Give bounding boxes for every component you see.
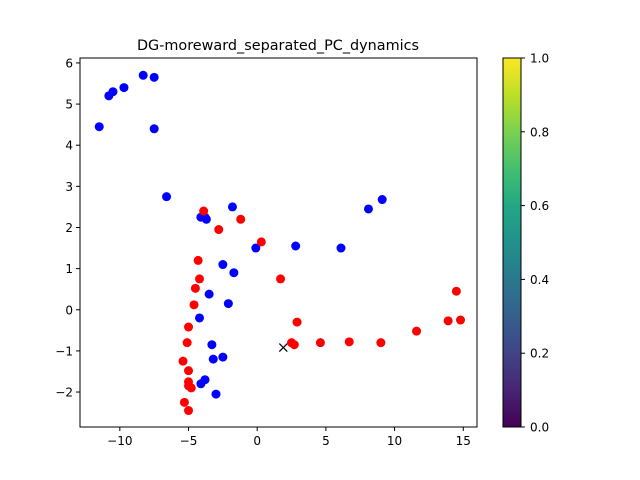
- blue-point: [211, 389, 221, 399]
- colorbar-axis: 0.0 0.2 0.4 0.6 0.8 1.0: [521, 52, 549, 435]
- x-axis: −10 −5 0 5 10 15: [107, 427, 471, 448]
- red-point: [276, 274, 286, 284]
- chart-title: DG-moreward_separated_PC_dynamics: [137, 38, 419, 54]
- red-point: [178, 356, 188, 366]
- red-point: [184, 366, 194, 376]
- blue-point: [229, 268, 239, 278]
- red-point: [451, 286, 461, 296]
- red-point: [236, 214, 246, 224]
- red-point: [179, 397, 189, 407]
- blue-point: [223, 299, 233, 309]
- y-tick-label: 6: [65, 56, 73, 70]
- colorbar-gradient: [502, 57, 522, 428]
- blue-point: [138, 70, 148, 80]
- blue-point: [336, 243, 346, 253]
- red-point: [443, 316, 453, 326]
- scatter-points: [94, 70, 466, 416]
- red-point: [376, 338, 386, 348]
- red-point: [184, 322, 194, 332]
- red-point: [214, 225, 224, 235]
- x-tick-label: 10: [387, 434, 402, 448]
- colorbar-tick-label: 0.0: [530, 421, 549, 435]
- blue-point: [204, 289, 214, 299]
- blue-point: [162, 192, 172, 202]
- blue-point: [208, 354, 218, 364]
- blue-point: [218, 352, 228, 362]
- red-point: [292, 317, 302, 327]
- red-point: [195, 274, 205, 284]
- colorbar: 0.0 0.2 0.4 0.6 0.8 1.0: [502, 52, 549, 435]
- red-point: [289, 340, 299, 350]
- blue-point: [207, 340, 217, 350]
- red-point: [182, 338, 192, 348]
- x-tick-label: 0: [253, 434, 261, 448]
- x-tick-label: 5: [322, 434, 330, 448]
- y-axis: −2 −1 0 1 2 3 4 5 6: [55, 56, 80, 400]
- y-tick-label: 0: [65, 303, 73, 317]
- x-marker-point: [278, 343, 288, 353]
- red-point: [412, 326, 422, 336]
- y-tick-label: 1: [65, 262, 73, 276]
- y-tick-label: 5: [65, 98, 73, 112]
- y-tick-label: 2: [65, 221, 73, 235]
- y-tick-label: −2: [55, 386, 73, 400]
- blue-point: [377, 195, 387, 205]
- blue-point: [149, 124, 159, 134]
- y-tick-label: 3: [65, 180, 73, 194]
- colorbar-tick-label: 0.2: [530, 347, 549, 361]
- red-point: [186, 383, 196, 393]
- blue-point: [196, 379, 206, 389]
- red-point: [184, 406, 194, 416]
- blue-point: [108, 87, 118, 97]
- red-point: [199, 206, 209, 216]
- x-tick-label: −5: [180, 434, 198, 448]
- red-point: [189, 300, 199, 310]
- blue-point: [227, 202, 237, 212]
- y-tick-label: −1: [55, 344, 73, 358]
- blue-point: [218, 260, 228, 270]
- colorbar-tick-label: 0.6: [530, 199, 549, 213]
- blue-point: [251, 243, 261, 253]
- red-point: [456, 315, 466, 325]
- colorbar-tick-label: 0.8: [530, 125, 549, 139]
- blue-point: [291, 241, 301, 251]
- x-marker-stroke: [278, 343, 288, 353]
- colorbar-tick-label: 1.0: [530, 52, 549, 66]
- x-tick-label: −10: [107, 434, 132, 448]
- red-point: [190, 283, 200, 293]
- blue-point: [149, 72, 159, 82]
- blue-point: [119, 83, 129, 93]
- red-point: [256, 237, 266, 247]
- red-point: [315, 338, 325, 348]
- blue-point: [363, 204, 373, 214]
- axes-frame: [79, 57, 478, 428]
- blue-point: [195, 313, 205, 323]
- y-tick-label: 4: [65, 139, 73, 153]
- red-point: [193, 255, 203, 265]
- red-point: [344, 337, 354, 347]
- x-tick-label: 15: [456, 434, 471, 448]
- blue-point: [94, 122, 104, 132]
- colorbar-tick-label: 0.4: [530, 273, 549, 287]
